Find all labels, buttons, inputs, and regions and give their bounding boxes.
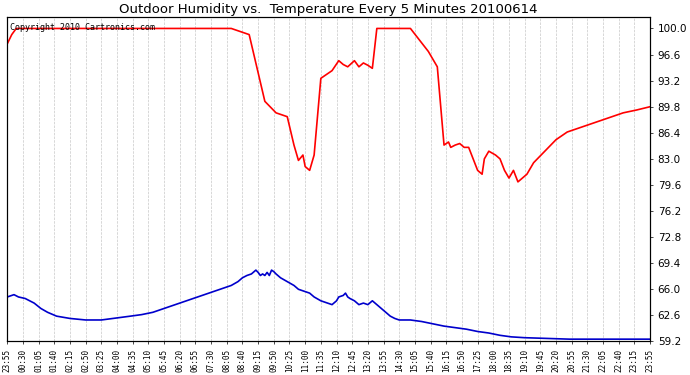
Text: Copyright 2010 Cartronics.com: Copyright 2010 Cartronics.com	[10, 23, 155, 32]
Title: Outdoor Humidity vs.  Temperature Every 5 Minutes 20100614: Outdoor Humidity vs. Temperature Every 5…	[119, 3, 538, 16]
